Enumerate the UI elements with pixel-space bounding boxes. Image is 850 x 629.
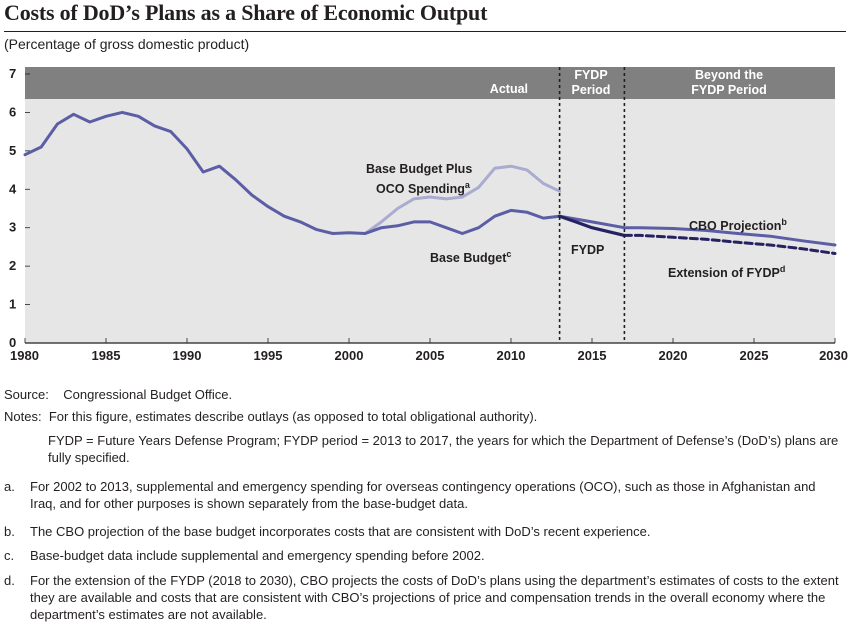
y-tick-label: 7 xyxy=(9,66,16,81)
x-axis-ticks: 1980 1985 1990 1995 2000 2005 2010 2015 2020 2025… xyxy=(10,338,848,363)
y-tick-label: 1 xyxy=(9,297,16,312)
annotation-ext-text: Extension of FYDP xyxy=(668,266,780,280)
notes-row: Notes: For this figure, estimates descri… xyxy=(4,408,537,425)
chart-subtitle: (Percentage of gross domestic product) xyxy=(4,36,250,52)
annotation-cbo-sup: b xyxy=(781,217,787,227)
y-tick-label: 3 xyxy=(9,220,16,235)
notes-label: Notes: xyxy=(4,409,42,424)
annotation-oco-line2: OCO Spendinga xyxy=(376,180,471,196)
footnote-d: d. For the extension of the FYDP (2018 t… xyxy=(4,572,844,622)
x-tick-label: 1985 xyxy=(92,348,121,363)
footnote-d-text: For the extension of the FYDP (2018 to 2… xyxy=(30,573,839,622)
y-tick-label: 5 xyxy=(9,143,16,158)
y-tick-label: 0 xyxy=(9,335,16,350)
x-tick-label: 2005 xyxy=(416,348,445,363)
header-fydp-1: FYDP xyxy=(574,68,607,82)
x-tick-label: 2025 xyxy=(740,348,769,363)
annotation-extension: Extension of FYDPd xyxy=(668,264,785,280)
notes-text-2: FYDP = Future Years Defense Program; FYD… xyxy=(48,433,839,465)
footnote-b-text: The CBO projection of the base budget in… xyxy=(30,524,651,539)
period-header-band xyxy=(25,67,835,99)
series-cbo-projection xyxy=(558,214,837,247)
annotation-base-sup: c xyxy=(506,249,511,259)
y-tick-label: 2 xyxy=(9,258,16,273)
x-tick-label: 1980 xyxy=(10,348,39,363)
annotation-cbo-projection: CBO Projectionb xyxy=(689,217,787,233)
line-chart: 1980 1985 1990 1995 2000 2005 2010 2015 2020 2025… xyxy=(9,66,848,363)
footnote-a-text: For 2002 to 2013, supplemental and emerg… xyxy=(30,479,816,511)
period-dividers xyxy=(558,67,626,343)
annotation-base-budget: Base Budgetc xyxy=(430,249,511,265)
series-layer xyxy=(23,110,837,255)
header-fydp-2: Period xyxy=(572,83,611,97)
annotation-base-text: Base Budget xyxy=(430,251,507,265)
footnote-b-label: b. xyxy=(4,524,15,539)
notes-text: For this figure, estimates describe outl… xyxy=(48,409,538,424)
footnote-c-text: Base-budget data include supplemental an… xyxy=(30,548,485,563)
series-fydp xyxy=(557,214,627,237)
source-text: Congressional Budget Office. xyxy=(63,387,233,402)
annotation-oco-line1: Base Budget Plus xyxy=(366,162,472,176)
footnote-d-label: d. xyxy=(4,573,15,588)
x-tick-label: 2000 xyxy=(335,348,364,363)
plot-background xyxy=(25,67,835,343)
x-tick-label: 2010 xyxy=(497,348,526,363)
x-tick-label: 1990 xyxy=(173,348,202,363)
source-label: Source: xyxy=(4,387,49,402)
source-row: Source: Congressional Budget Office. xyxy=(4,386,232,403)
x-tick-label: 1995 xyxy=(254,348,283,363)
annotation-ext-sup: d xyxy=(780,264,786,274)
series-base-budget xyxy=(23,110,562,235)
annotation-oco-sup: a xyxy=(465,180,471,190)
footnote-a: a. For 2002 to 2013, supplemental and em… xyxy=(4,478,844,511)
header-beyond-2: FYDP Period xyxy=(691,83,766,97)
footnote-b: b. The CBO projection of the base budget… xyxy=(4,523,844,540)
x-tick-label: 2020 xyxy=(659,348,688,363)
y-tick-label: 4 xyxy=(9,181,17,196)
x-tick-label: 2015 xyxy=(578,348,607,363)
annotation-cbo-text: CBO Projection xyxy=(689,219,781,233)
footnote-c: c. Base-budget data include supplemental… xyxy=(4,547,844,564)
y-axis-ticks: 0 1 2 3 4 5 6 7 xyxy=(9,66,30,350)
title-rule xyxy=(4,31,846,32)
footnote-a-label: a. xyxy=(4,479,15,494)
footnote-c-label: c. xyxy=(4,548,15,563)
header-beyond-1: Beyond the xyxy=(695,68,763,82)
series-oco xyxy=(363,164,562,235)
chart-title: Costs of DoD’s Plans as a Share of Econo… xyxy=(4,0,488,25)
header-actual: Actual xyxy=(490,82,528,96)
y-tick-label: 6 xyxy=(9,104,16,119)
x-tick-label: 2030 xyxy=(819,348,848,363)
annotation-oco-text: OCO Spending xyxy=(376,182,465,196)
series-extension xyxy=(622,233,837,255)
annotation-fydp: FYDP xyxy=(571,243,604,257)
